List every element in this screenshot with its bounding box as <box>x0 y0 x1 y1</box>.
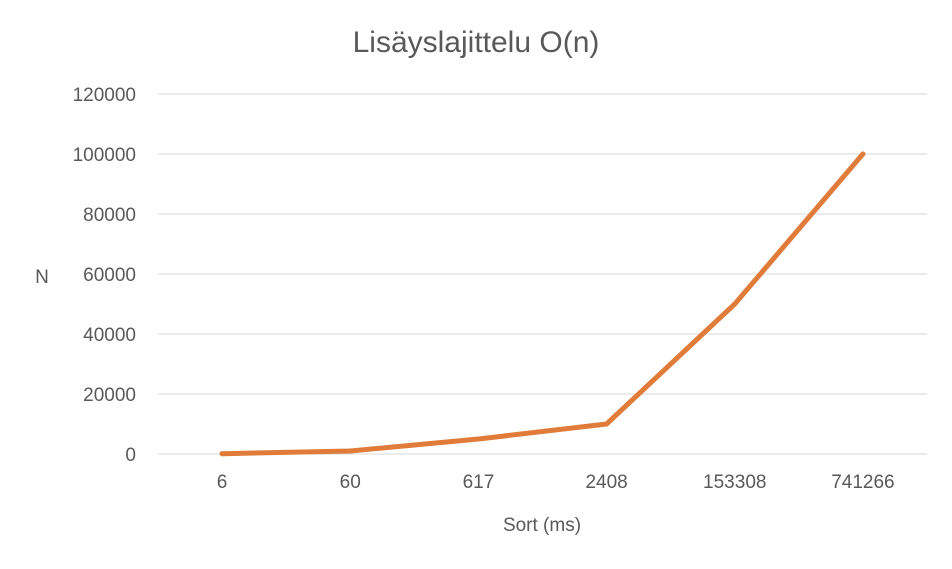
data-point <box>347 448 353 454</box>
x-tick-label: 617 <box>463 472 495 493</box>
x-axis-ticks: 6 60 617 2408 153308 741266 <box>217 472 895 493</box>
x-tick-label: 741266 <box>831 472 894 493</box>
x-tick-label: 153308 <box>703 472 766 493</box>
y-axis-ticks: 0 20000 40000 60000 80000 100000 120000 <box>73 85 136 466</box>
data-point <box>732 301 738 307</box>
x-axis-label: Sort (ms) <box>503 515 581 536</box>
y-tick-label: 120000 <box>73 85 136 106</box>
y-tick-label: 20000 <box>83 385 136 406</box>
y-axis-label: N <box>35 267 49 288</box>
y-tick-label: 80000 <box>83 205 136 226</box>
y-tick-label: 60000 <box>83 265 136 286</box>
data-point <box>860 151 866 157</box>
x-tick-label: 60 <box>340 472 361 493</box>
series-line <box>219 151 866 457</box>
data-point <box>604 421 610 427</box>
x-tick-label: 2408 <box>585 472 627 493</box>
x-tick-label: 6 <box>217 472 228 493</box>
y-tick-label: 40000 <box>83 325 136 346</box>
y-tick-label: 100000 <box>73 145 136 166</box>
series-layer <box>219 151 866 457</box>
chart-title: Lisäyslajittelu O(n) <box>353 26 600 59</box>
y-tick-label: 0 <box>125 445 136 466</box>
data-point <box>475 436 481 442</box>
gridlines <box>158 93 927 455</box>
data-point <box>219 451 225 457</box>
